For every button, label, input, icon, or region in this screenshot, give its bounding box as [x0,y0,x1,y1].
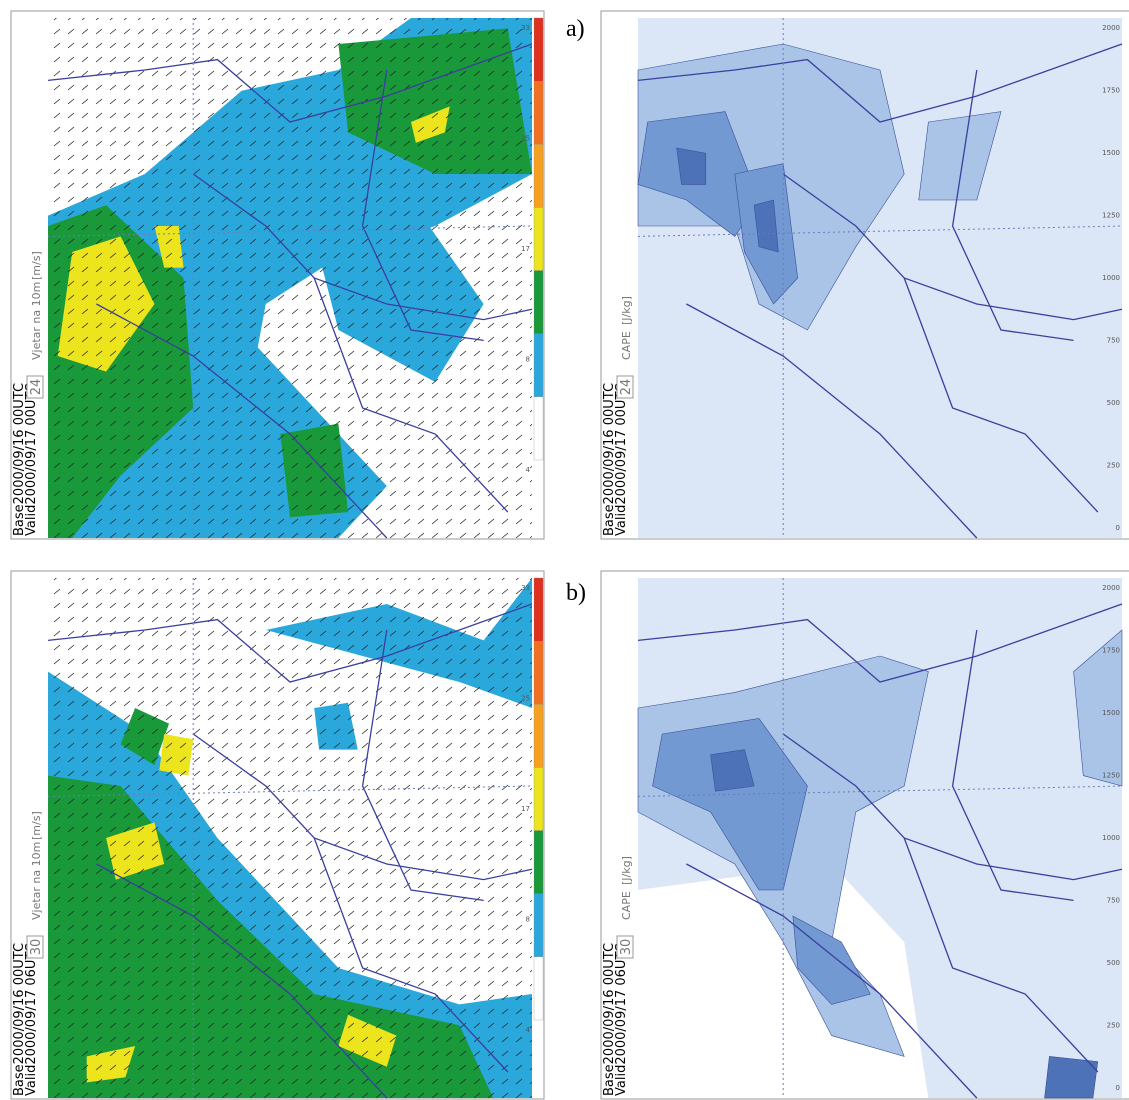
valid-time: Valid2000/09/17 00UTC [614,383,629,536]
field-unit: [m/s] [30,811,43,840]
scale-label: 8 [526,916,530,924]
colorbar-step [534,334,543,397]
scale-label: 0 [1116,1084,1120,1092]
scale-label: 750 [1107,897,1120,905]
scale-label: 33 [521,24,530,32]
field-unit: [m/s] [30,251,43,280]
valid-time: Valid2000/09/17 06UTC [614,943,629,1096]
scale-label: 250 [1107,1022,1120,1030]
scale-label: 500 [1107,399,1120,407]
colorbar-step [534,641,543,704]
field-title: CAPE [620,331,633,360]
colorbar-step [534,207,543,270]
colorbar-step [534,578,543,641]
scale-label: 1750 [1102,647,1120,655]
valid-time: Valid2000/09/17 00UTC [24,383,39,536]
colorbar-step [534,144,543,207]
scale-label: 2000 [1102,24,1120,32]
field-title: Vjetar na 10m [30,282,43,360]
field-title: Vjetar na 10m [30,842,43,920]
field-title: CAPE [620,891,633,920]
row-label: b) [566,580,586,607]
scale-label: 500 [1107,959,1120,967]
colorbar-step [534,831,543,894]
scale-label: 17 [521,805,530,813]
scale-label: 8 [526,356,530,364]
field-unit: [J/kg] [620,856,633,885]
scale-label: 4 [526,466,531,474]
scale-label: 2000 [1102,584,1120,592]
scale-label: 1500 [1102,149,1120,157]
forecast-hour: 30 [29,939,44,956]
scale-label: 1750 [1102,87,1120,95]
row-label: a) [566,16,585,43]
scale-label: 25 [521,135,530,143]
valid-time: Valid2000/09/17 06UTC [24,943,39,1096]
page: {"row_labels": ["a)", "b)"], "panels": [… [0,0,1129,1099]
scale-label: 1250 [1102,772,1120,780]
scale-label: 250 [1107,462,1120,470]
colorbar-step [534,957,543,1020]
contour-area [677,148,706,184]
scale-label: 33 [521,584,530,592]
scale-label: 17 [521,245,530,253]
colorbar-step [534,704,543,767]
map-panel: 200017501500125010007505002500Base2000/0… [600,570,1129,1100]
scale-label: 1250 [1102,212,1120,220]
colorbar-step [534,397,543,460]
scale-label: 1000 [1102,274,1120,282]
colorbar-step [534,271,543,334]
colorbar-step [534,767,543,830]
scale-label: 0 [1116,524,1120,532]
scale-label: 750 [1107,337,1120,345]
map-panel: 200017501500125010007505002500Base2000/0… [600,10,1129,540]
colorbar-step [534,18,543,81]
forecast-hour: 30 [619,939,634,956]
colorbar-step [534,894,543,957]
field-unit: [J/kg] [620,296,633,325]
scale-label: 25 [521,695,530,703]
forecast-hour: 24 [619,379,634,396]
scale-label: 1000 [1102,834,1120,842]
scale-label: 1500 [1102,709,1120,717]
scale-label: 4 [526,1026,531,1034]
colorbar-step [534,81,543,144]
forecast-hour: 24 [29,379,44,396]
